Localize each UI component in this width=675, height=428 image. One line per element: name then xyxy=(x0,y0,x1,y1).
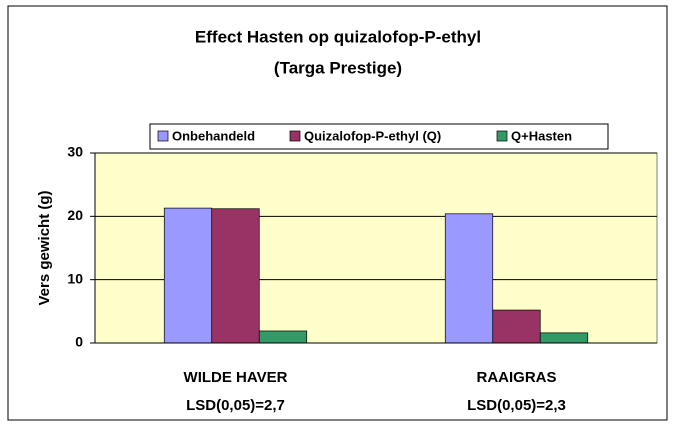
bar xyxy=(163,207,213,344)
chart-title: Effect Hasten op quizalofop-P-ethyl xyxy=(195,27,481,46)
x-tick-label: WILDE HAVER xyxy=(184,369,288,386)
legend-label: Quizalofop-P-ethyl (Q) xyxy=(304,128,441,143)
chart-title: (Targa Prestige) xyxy=(274,58,402,77)
bar xyxy=(211,208,260,344)
legend-label: Onbehandeld xyxy=(172,128,255,143)
y-tick-label: 10 xyxy=(67,270,83,286)
bar xyxy=(258,330,308,344)
y-axis-label: Vers gewicht (g) xyxy=(36,190,53,305)
bar xyxy=(539,332,589,344)
y-tick-label: 0 xyxy=(75,334,83,350)
legend-swatch xyxy=(157,130,169,142)
legend-swatch xyxy=(496,130,508,142)
x-tick-label: LSD(0,05)=2,7 xyxy=(186,397,285,414)
legend xyxy=(149,123,609,150)
x-tick-label: RAAIGRAS xyxy=(476,369,556,386)
legend-label: Q+Hasten xyxy=(511,128,572,143)
y-tick-label: 20 xyxy=(67,207,83,223)
bar xyxy=(444,213,494,344)
y-tick-label: 30 xyxy=(67,144,83,160)
legend-swatch xyxy=(289,130,301,142)
x-tick-label: LSD(0,05)=2,3 xyxy=(467,397,566,414)
bar xyxy=(492,309,541,344)
